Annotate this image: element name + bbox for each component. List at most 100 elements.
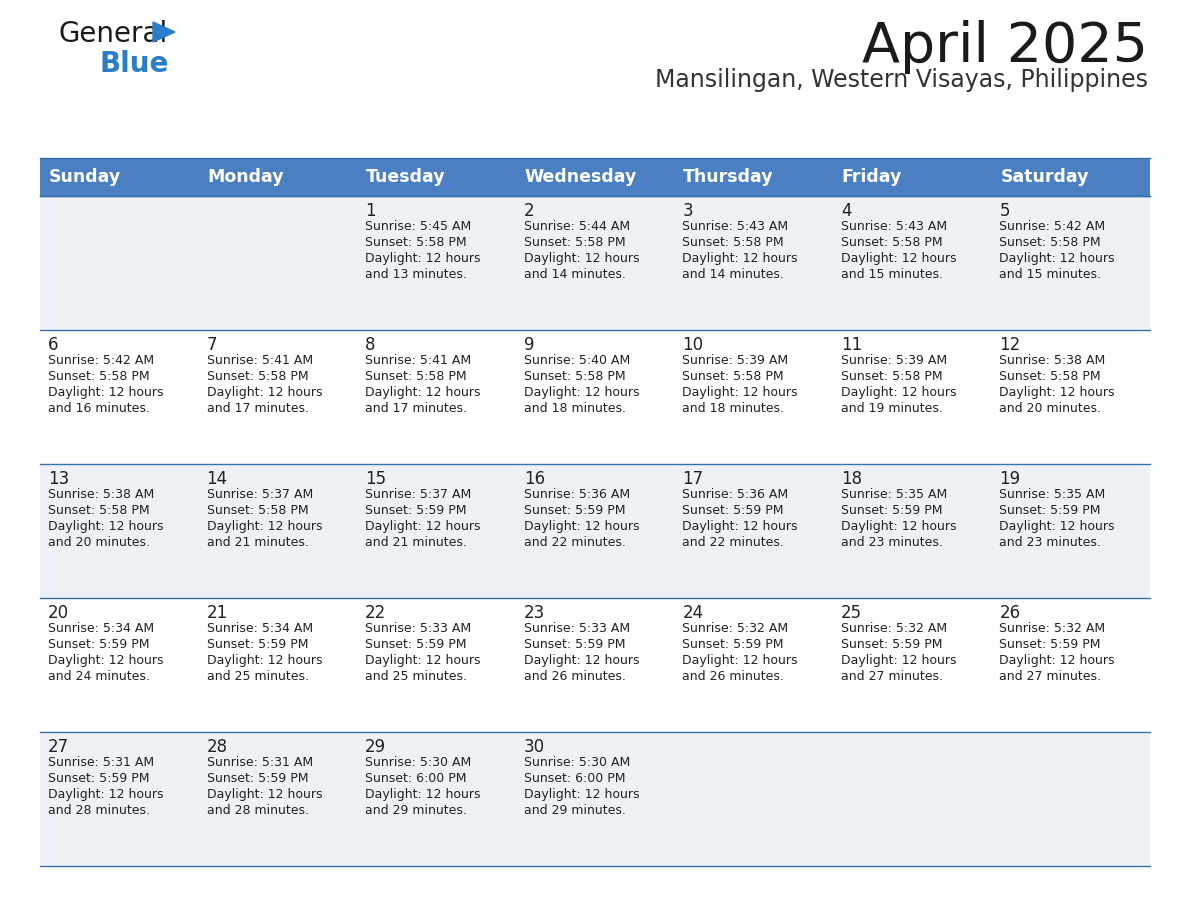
Text: 17: 17	[682, 470, 703, 488]
Text: 18: 18	[841, 470, 862, 488]
Text: and 23 minutes.: and 23 minutes.	[999, 536, 1101, 549]
Text: Sunrise: 5:42 AM: Sunrise: 5:42 AM	[48, 354, 154, 367]
Text: Sunrise: 5:39 AM: Sunrise: 5:39 AM	[682, 354, 789, 367]
Text: Daylight: 12 hours: Daylight: 12 hours	[682, 520, 798, 533]
Text: 13: 13	[48, 470, 69, 488]
Bar	[40, 196, 1150, 330]
Text: Sunrise: 5:36 AM: Sunrise: 5:36 AM	[524, 488, 630, 501]
Text: Wednesday: Wednesday	[525, 168, 637, 186]
Text: Daylight: 12 hours: Daylight: 12 hours	[207, 520, 322, 533]
Text: Sunset: 5:58 PM: Sunset: 5:58 PM	[48, 370, 150, 383]
Text: Sunrise: 5:30 AM: Sunrise: 5:30 AM	[365, 756, 472, 769]
Text: 8: 8	[365, 336, 375, 354]
Text: Daylight: 12 hours: Daylight: 12 hours	[524, 654, 639, 667]
Text: Sunset: 5:59 PM: Sunset: 5:59 PM	[682, 638, 784, 651]
Text: Sunset: 5:59 PM: Sunset: 5:59 PM	[524, 638, 625, 651]
Text: Daylight: 12 hours: Daylight: 12 hours	[365, 252, 481, 265]
Text: Sunrise: 5:40 AM: Sunrise: 5:40 AM	[524, 354, 630, 367]
Text: 4: 4	[841, 202, 852, 220]
Text: Sunrise: 5:33 AM: Sunrise: 5:33 AM	[524, 622, 630, 635]
Bar	[40, 464, 1150, 598]
Text: Sunrise: 5:34 AM: Sunrise: 5:34 AM	[48, 622, 154, 635]
Text: Sunset: 5:59 PM: Sunset: 5:59 PM	[207, 638, 308, 651]
Text: Sunset: 5:58 PM: Sunset: 5:58 PM	[841, 236, 942, 249]
Text: Daylight: 12 hours: Daylight: 12 hours	[48, 520, 164, 533]
Text: 6: 6	[48, 336, 58, 354]
Text: Sunset: 5:58 PM: Sunset: 5:58 PM	[682, 370, 784, 383]
Text: Sunday: Sunday	[49, 168, 121, 186]
Bar	[40, 158, 1150, 196]
Text: 9: 9	[524, 336, 535, 354]
Text: Sunrise: 5:34 AM: Sunrise: 5:34 AM	[207, 622, 312, 635]
Text: Daylight: 12 hours: Daylight: 12 hours	[207, 654, 322, 667]
Text: 26: 26	[999, 604, 1020, 622]
Text: and 21 minutes.: and 21 minutes.	[365, 536, 467, 549]
Text: Sunset: 5:58 PM: Sunset: 5:58 PM	[682, 236, 784, 249]
Text: Daylight: 12 hours: Daylight: 12 hours	[365, 520, 481, 533]
Bar	[40, 330, 1150, 464]
Text: Daylight: 12 hours: Daylight: 12 hours	[524, 520, 639, 533]
Text: Daylight: 12 hours: Daylight: 12 hours	[365, 654, 481, 667]
Text: Sunrise: 5:37 AM: Sunrise: 5:37 AM	[207, 488, 312, 501]
Text: Sunset: 5:59 PM: Sunset: 5:59 PM	[365, 638, 467, 651]
Text: Sunset: 5:58 PM: Sunset: 5:58 PM	[999, 236, 1101, 249]
Text: and 22 minutes.: and 22 minutes.	[524, 536, 626, 549]
Text: General: General	[58, 20, 168, 48]
Text: Sunset: 5:58 PM: Sunset: 5:58 PM	[365, 236, 467, 249]
Text: and 25 minutes.: and 25 minutes.	[207, 670, 309, 683]
Text: Sunrise: 5:44 AM: Sunrise: 5:44 AM	[524, 220, 630, 233]
Text: Monday: Monday	[208, 168, 284, 186]
Text: and 26 minutes.: and 26 minutes.	[524, 670, 626, 683]
Text: 11: 11	[841, 336, 862, 354]
Text: 20: 20	[48, 604, 69, 622]
Text: Daylight: 12 hours: Daylight: 12 hours	[682, 386, 798, 399]
Text: 23: 23	[524, 604, 545, 622]
Text: 3: 3	[682, 202, 693, 220]
Text: Daylight: 12 hours: Daylight: 12 hours	[841, 386, 956, 399]
Text: Sunset: 5:59 PM: Sunset: 5:59 PM	[48, 638, 150, 651]
Text: Sunrise: 5:45 AM: Sunrise: 5:45 AM	[365, 220, 472, 233]
Text: and 17 minutes.: and 17 minutes.	[365, 402, 467, 415]
Text: 22: 22	[365, 604, 386, 622]
Text: Sunset: 5:58 PM: Sunset: 5:58 PM	[999, 370, 1101, 383]
Text: Sunrise: 5:41 AM: Sunrise: 5:41 AM	[365, 354, 472, 367]
Text: Daylight: 12 hours: Daylight: 12 hours	[365, 386, 481, 399]
Text: Daylight: 12 hours: Daylight: 12 hours	[365, 788, 481, 801]
Text: Sunrise: 5:32 AM: Sunrise: 5:32 AM	[841, 622, 947, 635]
Text: 16: 16	[524, 470, 545, 488]
Polygon shape	[153, 22, 175, 42]
Text: Blue: Blue	[100, 50, 170, 78]
Text: Daylight: 12 hours: Daylight: 12 hours	[841, 654, 956, 667]
Text: Sunset: 5:58 PM: Sunset: 5:58 PM	[524, 236, 625, 249]
Text: 12: 12	[999, 336, 1020, 354]
Bar	[40, 598, 1150, 732]
Text: and 25 minutes.: and 25 minutes.	[365, 670, 467, 683]
Text: and 28 minutes.: and 28 minutes.	[48, 804, 150, 817]
Text: Tuesday: Tuesday	[366, 168, 446, 186]
Text: Sunset: 5:59 PM: Sunset: 5:59 PM	[841, 638, 942, 651]
Text: 7: 7	[207, 336, 217, 354]
Text: Sunrise: 5:43 AM: Sunrise: 5:43 AM	[841, 220, 947, 233]
Text: Sunset: 6:00 PM: Sunset: 6:00 PM	[524, 772, 625, 785]
Text: 30: 30	[524, 738, 545, 756]
Text: and 28 minutes.: and 28 minutes.	[207, 804, 309, 817]
Text: Friday: Friday	[842, 168, 902, 186]
Text: Daylight: 12 hours: Daylight: 12 hours	[682, 654, 798, 667]
Bar	[40, 732, 1150, 866]
Text: Saturday: Saturday	[1000, 168, 1089, 186]
Text: Mansilingan, Western Visayas, Philippines: Mansilingan, Western Visayas, Philippine…	[655, 68, 1148, 92]
Text: Sunrise: 5:39 AM: Sunrise: 5:39 AM	[841, 354, 947, 367]
Text: Daylight: 12 hours: Daylight: 12 hours	[524, 252, 639, 265]
Text: Daylight: 12 hours: Daylight: 12 hours	[524, 386, 639, 399]
Text: Sunset: 5:59 PM: Sunset: 5:59 PM	[207, 772, 308, 785]
Text: Sunset: 5:59 PM: Sunset: 5:59 PM	[48, 772, 150, 785]
Text: and 27 minutes.: and 27 minutes.	[999, 670, 1101, 683]
Text: and 15 minutes.: and 15 minutes.	[841, 268, 943, 281]
Text: Sunrise: 5:31 AM: Sunrise: 5:31 AM	[207, 756, 312, 769]
Text: and 24 minutes.: and 24 minutes.	[48, 670, 150, 683]
Text: and 18 minutes.: and 18 minutes.	[524, 402, 626, 415]
Text: 14: 14	[207, 470, 228, 488]
Text: and 14 minutes.: and 14 minutes.	[682, 268, 784, 281]
Text: Sunrise: 5:35 AM: Sunrise: 5:35 AM	[999, 488, 1106, 501]
Text: Sunset: 5:58 PM: Sunset: 5:58 PM	[48, 504, 150, 517]
